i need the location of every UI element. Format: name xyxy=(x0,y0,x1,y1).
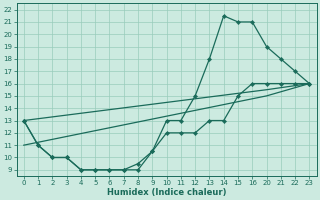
X-axis label: Humidex (Indice chaleur): Humidex (Indice chaleur) xyxy=(107,188,226,197)
